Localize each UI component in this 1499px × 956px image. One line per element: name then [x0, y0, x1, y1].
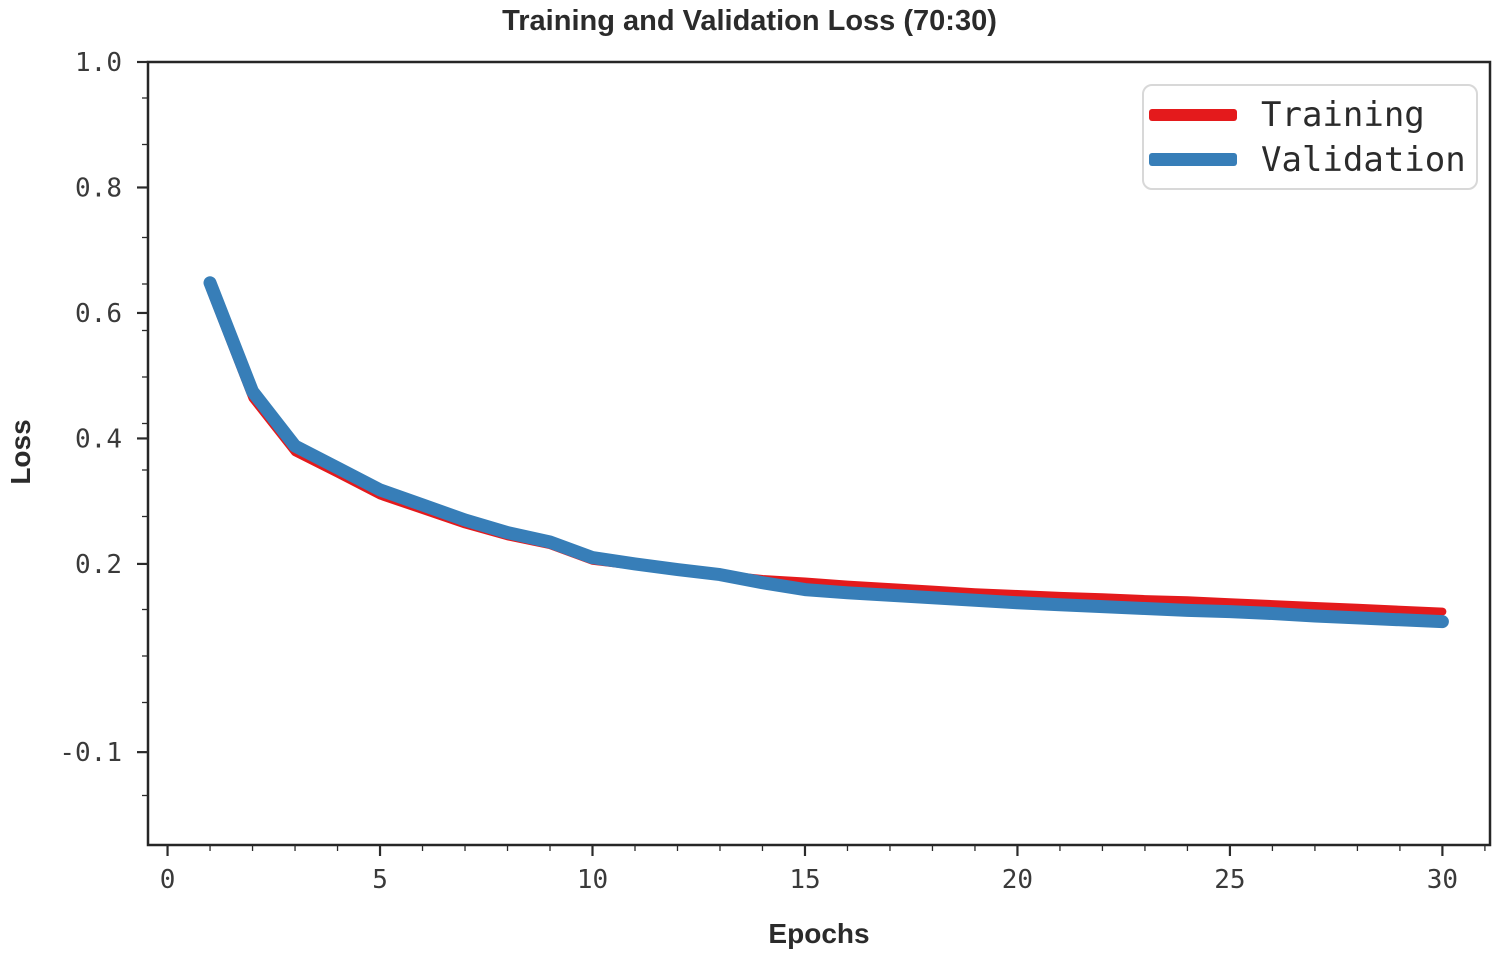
axes-frame: [146, 60, 1492, 847]
y-tick-label: 0.4: [75, 424, 122, 454]
y-tick-label: 0.2: [75, 550, 122, 580]
x-tick-label: 20: [1002, 865, 1033, 895]
x-tick-label: 25: [1214, 865, 1245, 895]
x-tick-label: 30: [1427, 865, 1458, 895]
legend: Training Validation: [1142, 84, 1478, 190]
y-tick-label: 1.0: [75, 48, 122, 78]
y-tick-label: -0.1: [59, 738, 122, 768]
legend-item-validation: Validation: [1144, 140, 1476, 180]
x-tick-label: 5: [372, 865, 388, 895]
validation-line-swatch: [1149, 153, 1237, 166]
y-tick-label: 0.8: [75, 173, 122, 203]
chart-title: Training and Validation Loss (70:30): [502, 5, 997, 37]
y-tick-label: 0.6: [75, 299, 122, 329]
legend-label-validation: Validation: [1261, 139, 1466, 180]
x-axis-label: Epochs: [768, 918, 870, 949]
training-line: [206, 285, 1447, 616]
validation-line: [203, 276, 1449, 629]
x-tick-label: 15: [789, 865, 820, 895]
legend-label-training: Training: [1261, 94, 1425, 135]
x-tick-label: 10: [577, 865, 608, 895]
legend-item-training: Training: [1144, 95, 1476, 135]
training-line-swatch: [1149, 108, 1237, 121]
x-tick-label: 0: [160, 865, 176, 895]
